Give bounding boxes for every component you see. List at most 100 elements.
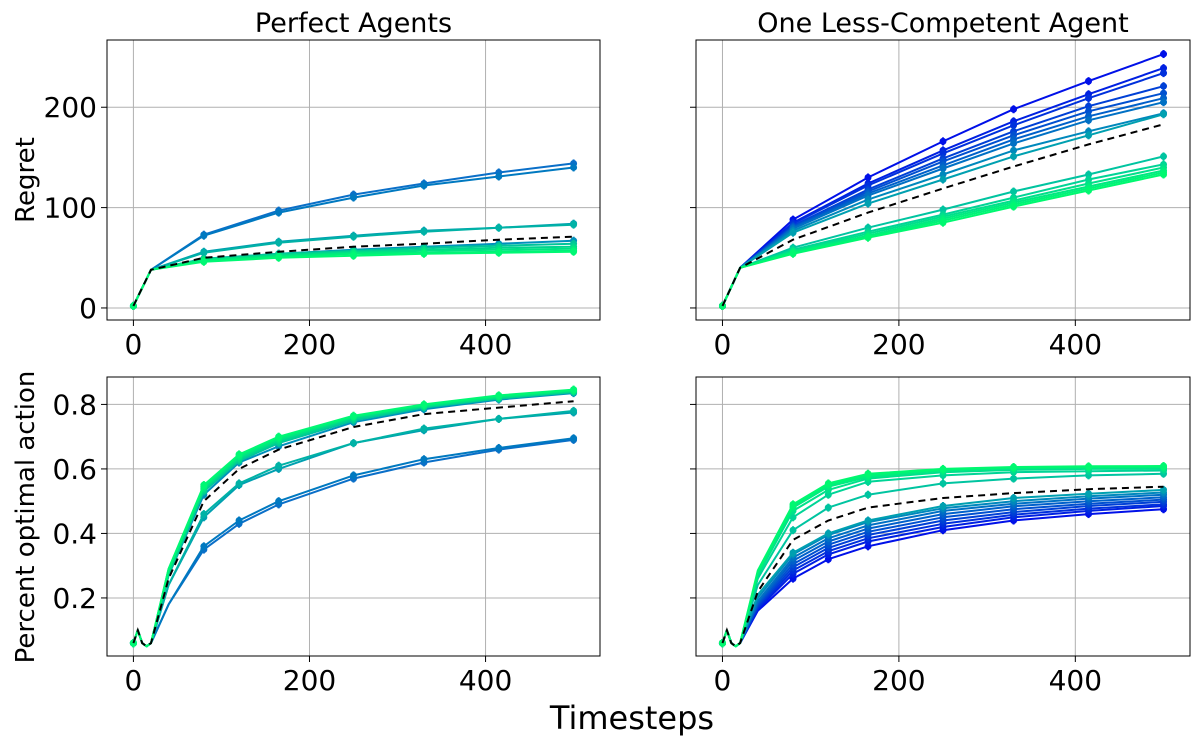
y-axis-label: Regret	[11, 137, 41, 223]
data-point	[824, 479, 832, 487]
data-point	[495, 444, 503, 452]
data-point	[570, 221, 578, 229]
data-point	[939, 465, 947, 473]
data-point	[570, 434, 578, 442]
data-point	[864, 491, 872, 499]
series-line-4	[721, 92, 1164, 307]
x-tick-label: 0	[124, 328, 142, 361]
data-point	[235, 450, 243, 458]
data-point	[129, 302, 137, 310]
data-point	[200, 232, 208, 240]
axes-frame	[695, 39, 1191, 321]
data-point	[420, 425, 428, 433]
axes-frame	[695, 376, 1191, 657]
series-line-14	[721, 173, 1164, 307]
data-point	[1010, 188, 1018, 196]
data-point	[1160, 98, 1168, 106]
series-line-1	[132, 166, 574, 307]
series-line-0	[132, 438, 574, 648]
x-tick-label: 200	[872, 328, 925, 361]
axes-frame	[106, 39, 601, 321]
data-point	[789, 526, 797, 534]
series-line-13	[721, 171, 1164, 307]
data-point	[939, 175, 947, 183]
data-point	[420, 400, 428, 408]
panel-title: Perfect Agents	[255, 8, 452, 39]
x-tick-label: 200	[283, 328, 336, 361]
data-point	[275, 433, 283, 441]
data-point	[789, 250, 797, 258]
data-point	[1010, 139, 1018, 147]
data-point	[718, 639, 726, 647]
data-point	[824, 504, 832, 512]
y-tick-label: 200	[44, 91, 97, 124]
data-point	[939, 206, 947, 214]
data-point	[789, 229, 797, 237]
data-point	[350, 233, 357, 241]
data-point	[200, 542, 208, 550]
data-point	[570, 163, 578, 171]
data-point	[200, 249, 208, 257]
data-point	[350, 252, 357, 260]
data-point	[1010, 494, 1018, 502]
series-line-6	[132, 390, 574, 648]
data-point	[495, 391, 503, 399]
x-tick-label: 0	[714, 664, 732, 697]
y-tick-label: 0.2	[52, 582, 97, 615]
data-point	[864, 470, 872, 478]
data-point	[570, 386, 578, 394]
x-tick-label: 400	[1049, 328, 1102, 361]
data-point	[235, 479, 243, 487]
data-point	[570, 407, 578, 415]
data-point	[1010, 105, 1018, 113]
data-point	[200, 481, 208, 489]
data-point	[789, 500, 797, 508]
data-point	[1160, 89, 1168, 97]
data-point	[1010, 475, 1018, 483]
data-point	[1160, 64, 1168, 72]
series-line-8	[132, 389, 574, 648]
data-point	[789, 549, 797, 557]
x-tick-label: 0	[714, 328, 732, 361]
x-tick-label: 200	[872, 664, 925, 697]
data-point	[420, 250, 428, 258]
data-point	[824, 555, 832, 563]
panel-bottom-right: 0 200 400	[690, 376, 1191, 697]
data-point	[1010, 121, 1018, 129]
data-point	[864, 517, 872, 525]
data-point	[864, 200, 872, 208]
data-point	[200, 510, 208, 518]
data-point	[275, 254, 283, 262]
data-point	[200, 258, 208, 266]
data-point	[275, 239, 283, 247]
data-point	[1160, 69, 1168, 77]
data-point	[1160, 170, 1168, 178]
data-point	[420, 228, 428, 236]
data-point	[939, 479, 947, 487]
data-point	[495, 249, 503, 257]
x-tick-label: 400	[1049, 664, 1102, 697]
data-point	[864, 173, 872, 181]
data-point	[1010, 152, 1018, 160]
data-point	[420, 182, 428, 190]
panel-title: One Less-Competent Agent	[757, 8, 1128, 39]
data-point	[939, 502, 947, 510]
data-point	[864, 542, 872, 550]
series-line-7	[132, 389, 574, 648]
data-point	[570, 248, 578, 256]
data-point	[1085, 102, 1093, 110]
data-point	[1160, 462, 1168, 470]
data-point	[275, 462, 283, 470]
data-point	[275, 209, 283, 217]
figure-xlabel: Timesteps	[549, 699, 714, 737]
data-point	[495, 172, 503, 180]
data-point	[1085, 107, 1093, 115]
data-point	[939, 149, 947, 157]
data-point	[939, 137, 947, 145]
data-point	[1010, 146, 1018, 154]
data-point	[495, 224, 503, 232]
x-tick-label: 400	[459, 328, 512, 361]
y-tick-label: 0.4	[52, 517, 97, 550]
x-tick-label: 400	[459, 664, 512, 697]
